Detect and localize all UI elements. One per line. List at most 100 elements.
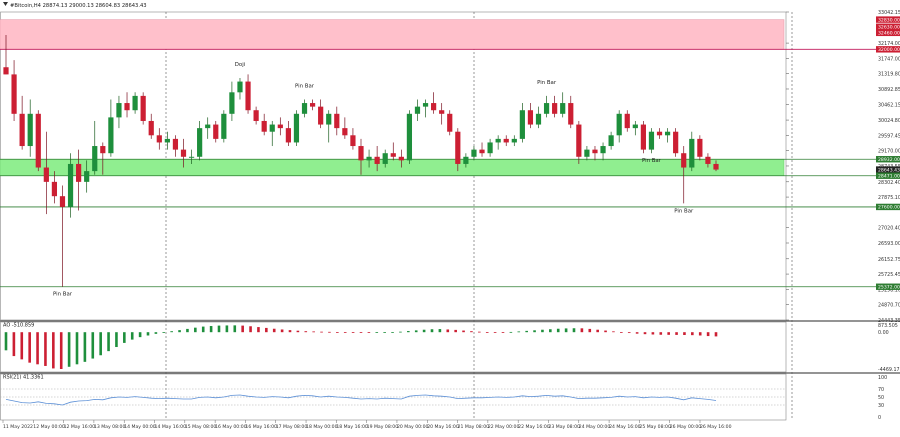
ao-bar	[375, 332, 379, 333]
ao-bar	[675, 332, 678, 335]
ao-bar	[517, 331, 521, 333]
price-label-box	[876, 29, 900, 37]
price-label-box	[876, 203, 900, 211]
ao-bar	[564, 328, 568, 333]
pattern-annotation: Pin Bar	[537, 80, 557, 86]
candle-body	[261, 120, 267, 132]
pattern-annotation: Pin Bar	[642, 158, 662, 164]
candle-body	[681, 153, 687, 168]
ao-bar	[683, 332, 686, 335]
ao-bar	[201, 326, 205, 333]
ao-bar	[257, 327, 260, 333]
rsi-tick-label: 100	[878, 375, 887, 381]
ao-bar	[485, 332, 489, 333]
candle-body	[656, 131, 663, 136]
candle-body	[156, 135, 162, 143]
ao-tick-label: 0.00	[878, 330, 889, 336]
candle-body	[422, 103, 429, 107]
price-tick-label: 24870.70	[878, 303, 900, 309]
time-tick-label: 20 May 16:00	[427, 424, 459, 430]
ao-bar	[217, 325, 221, 333]
ao-bar	[194, 327, 197, 333]
price-label-box	[876, 283, 900, 290]
price-tick-label: 29597.45	[878, 133, 900, 139]
ao-bar	[399, 331, 402, 333]
ao-bar	[312, 331, 315, 333]
rsi-tick-label: 0	[878, 415, 881, 421]
ao-bar	[454, 329, 457, 333]
candle-body	[366, 156, 372, 161]
candle-body	[76, 163, 82, 182]
candle-body	[100, 146, 106, 154]
price-label-box	[876, 172, 900, 179]
candle-body	[108, 117, 114, 154]
time-tick-label: 11 May 2022	[3, 424, 33, 430]
time-tick-label: 20 May 00:00	[397, 424, 429, 430]
ao-bar	[99, 332, 102, 356]
ao-bar	[627, 332, 631, 334]
candle-body	[293, 113, 300, 143]
ao-bar	[635, 332, 639, 334]
candle-body	[84, 171, 90, 182]
time-tick-label: 24 May 16:00	[609, 424, 641, 430]
ao-bar	[698, 332, 702, 336]
ao-bar	[367, 332, 371, 333]
ao-bar	[391, 332, 394, 333]
candle-body	[600, 146, 606, 154]
price-label-box	[876, 23, 900, 30]
pattern-annotation: Pin Bar	[674, 208, 694, 214]
price-label-text: 32460.00	[878, 31, 900, 37]
candle-body	[640, 124, 646, 150]
candle-body	[116, 103, 122, 118]
ao-bar	[107, 332, 110, 352]
price-tick-label: 26593.00	[878, 241, 900, 247]
candle-body	[197, 128, 203, 157]
chart-menu-triangle-icon[interactable]	[3, 2, 8, 6]
price-tick-label: 29170.00	[878, 149, 900, 155]
candle-body	[221, 113, 227, 139]
candle-body	[697, 138, 703, 157]
ao-bar	[123, 332, 126, 343]
candle-body	[43, 167, 49, 182]
candle-body	[527, 110, 534, 125]
candle-body	[463, 156, 469, 164]
price-tick-label: 25298.10	[878, 287, 900, 293]
candle-body	[398, 156, 404, 161]
candle-body	[326, 113, 332, 125]
ao-bar	[667, 332, 670, 335]
candle-body	[285, 128, 291, 143]
candle-body	[632, 124, 638, 129]
price-axis: 33042.15 32174.00 31747.00 31319.80 30892.85…	[786, 10, 900, 324]
price-label-text: 28471.00	[878, 174, 900, 180]
candle-body	[689, 138, 695, 168]
candle-body	[543, 103, 550, 114]
candles-layer	[3, 35, 719, 287]
rsi-label: RSI(21) 41.3361	[3, 375, 44, 381]
candle-body	[624, 113, 630, 129]
candle-body	[576, 124, 582, 157]
candle-body	[164, 138, 170, 143]
ao-bar	[288, 330, 292, 333]
candle-body	[334, 113, 340, 129]
ao-bar	[541, 329, 544, 333]
time-tick-label: 22 May 16:00	[518, 424, 550, 430]
ao-bar	[549, 329, 552, 333]
ao-bar	[154, 332, 158, 334]
candle-body	[358, 146, 364, 161]
ao-bar	[225, 325, 229, 333]
ao-bar	[407, 331, 410, 333]
candle-body	[519, 110, 525, 139]
price-label-text: 32630.00	[878, 25, 900, 31]
ao-bar	[478, 331, 481, 333]
candle-body	[511, 138, 517, 143]
candle-body	[318, 106, 324, 125]
ao-bar	[612, 331, 615, 333]
time-tick-label: 17 May 08:00	[276, 424, 308, 430]
candle-body	[277, 124, 283, 129]
candle-body	[471, 149, 477, 157]
ao-tick-label: 873.505	[878, 323, 898, 329]
ao-bar	[162, 332, 166, 333]
price-label-text: 28932.00	[878, 157, 900, 163]
